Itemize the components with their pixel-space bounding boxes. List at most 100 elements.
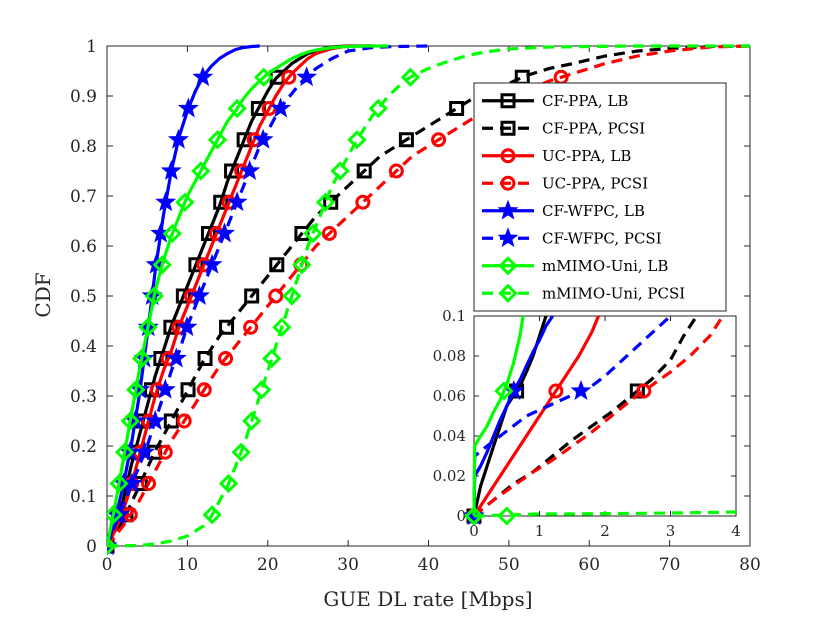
legend-entry: CF-WFPC, LB [482, 199, 645, 220]
series-marker [244, 288, 260, 304]
series-marker [120, 411, 140, 431]
series-marker [176, 413, 192, 429]
series-marker [207, 130, 228, 150]
series-marker [201, 253, 223, 274]
legend-marker [500, 93, 516, 109]
series-marker [321, 226, 337, 241]
x-axis-label: GUE DL rate [Mbps] [323, 587, 532, 611]
series-marker [218, 351, 234, 366]
series-marker [292, 255, 312, 275]
series-marker [227, 98, 247, 119]
series-marker [144, 286, 164, 306]
inset-series-group [464, 316, 736, 526]
legend-label: CF-WFPC, LB [542, 202, 645, 220]
inset-plot: 0 1 2 3 4 0 0.02 0.04 0.06 0.08 0.1 [433, 307, 741, 540]
legend-label: mMIMO-Uni, PCSI [542, 284, 685, 302]
inset-series-marker [570, 379, 592, 400]
series-marker [213, 194, 229, 210]
legend-entry: UC-PPA, PCSI [482, 174, 648, 192]
inset-y-tick-label: 0.02 [433, 467, 466, 485]
series-marker [347, 130, 367, 150]
series-marker [141, 476, 157, 491]
y-tick-label: 0.2 [70, 437, 97, 457]
legend-marker [498, 256, 518, 276]
series-marker [188, 257, 204, 273]
inset-y-tick-label: 0.1 [442, 307, 466, 325]
legend-marker [497, 199, 519, 220]
inset-series-marker [497, 506, 517, 526]
series-marker [272, 317, 292, 337]
series-marker [294, 226, 310, 241]
y-tick-label: 0 [86, 537, 97, 557]
inset-series-line [473, 510, 736, 518]
series-line [107, 44, 750, 548]
series-marker [165, 347, 187, 368]
series-marker [109, 473, 129, 494]
series-marker [282, 286, 302, 306]
series-line [107, 44, 389, 547]
series-marker [167, 128, 189, 149]
y-axis-label: CDF [31, 272, 55, 317]
series-marker [330, 161, 350, 181]
series-marker [243, 319, 259, 335]
series-line [107, 44, 260, 547]
x-tick-label: 60 [578, 555, 600, 575]
y-tick-label: 0.7 [70, 187, 97, 207]
legend-entry: CF-PPA, PCSI [482, 119, 645, 137]
series-marker [107, 505, 123, 525]
series-marker [226, 191, 248, 212]
inset-x-tick-label: 4 [731, 522, 741, 540]
series-marker [281, 69, 297, 85]
series-marker [144, 409, 166, 430]
legend-label: CF-PPA, PCSI [542, 119, 645, 137]
series-marker [388, 163, 404, 179]
series-marker [269, 257, 285, 273]
series-marker [126, 380, 146, 400]
series-marker [224, 163, 240, 179]
series-marker [115, 442, 135, 462]
series-marker [175, 192, 195, 212]
series-line [107, 44, 750, 547]
series-marker [163, 319, 179, 335]
x-tick-label: 80 [739, 555, 761, 575]
series-marker [177, 97, 199, 118]
series-marker [400, 67, 421, 87]
series-marker [262, 348, 282, 369]
y-tick-label: 0.9 [70, 87, 97, 107]
legend-label: UC-PPA, LB [542, 147, 631, 165]
series-marker [268, 288, 284, 304]
series-marker [192, 66, 214, 87]
legend: CF-PPA, LB CF-PPA, PCSI UC-PPA, LB UC-PPA, … [473, 82, 727, 312]
legend-entry: UC-PPA, LB [482, 147, 631, 165]
series-marker [152, 255, 172, 275]
legend-marker [500, 175, 516, 191]
x-tick-label: 0 [102, 555, 113, 575]
series-marker [200, 226, 216, 241]
series-marker [134, 441, 156, 462]
legend-marker [500, 148, 516, 164]
series-marker [252, 380, 272, 400]
legend-label: CF-WFPC, PCSI [542, 229, 662, 247]
series-marker [398, 132, 414, 148]
x-tick-label: 10 [177, 555, 199, 575]
series-line [107, 44, 429, 547]
legend-label: mMIMO-Uni, LB [542, 257, 668, 275]
inset-series-line [472, 316, 525, 517]
inset-y-tick-label: 0.08 [433, 347, 466, 365]
legend-marker [498, 283, 518, 303]
series-marker [107, 536, 117, 556]
y-tick-label: 1 [86, 37, 97, 57]
x-tick-label: 70 [659, 555, 681, 575]
inset-series-mmimo-uni-pcsi [464, 506, 736, 526]
series-group [107, 44, 750, 556]
series-marker [132, 348, 152, 369]
series-marker [254, 67, 274, 87]
inset-x-tick-label: 3 [666, 522, 676, 540]
series-marker [252, 128, 274, 149]
series-marker [296, 66, 318, 87]
series-marker [191, 161, 211, 181]
inset-series-marker [464, 506, 484, 526]
series-marker [368, 98, 388, 119]
inset-y-tick-label: 0.04 [433, 427, 466, 445]
